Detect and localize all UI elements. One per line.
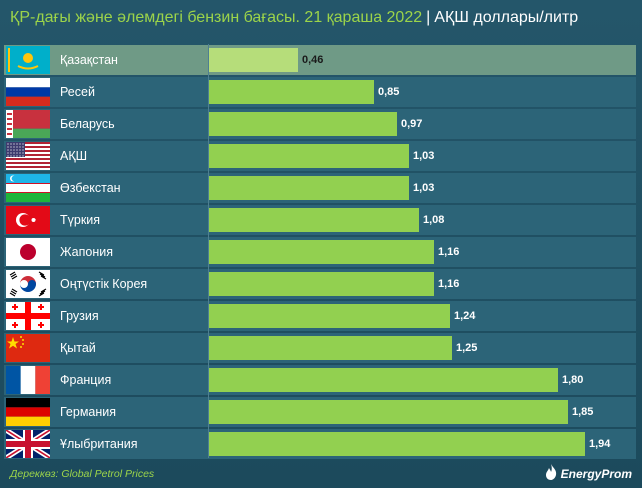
logo-text: EnergyProm <box>560 467 632 481</box>
data-label: 1,03 <box>413 182 435 194</box>
usa-flag-icon <box>6 142 50 170</box>
bar <box>209 112 397 136</box>
bar <box>209 80 374 104</box>
japan-flag-icon <box>6 238 50 266</box>
category-label: Өзбекстан <box>60 181 121 195</box>
data-label: 1,03 <box>413 150 435 162</box>
bar <box>209 304 450 328</box>
chart-title: ҚР-дағы және әлемдегі бензин бағасы. 21 … <box>10 9 578 27</box>
bar <box>209 368 558 392</box>
bar <box>209 176 409 200</box>
data-label: 0,97 <box>401 118 423 130</box>
turkey-flag-icon <box>6 206 50 234</box>
georgia-flag-icon <box>6 302 50 330</box>
russia-flag-icon <box>6 78 50 106</box>
south-korea-flag-icon <box>6 270 50 298</box>
category-label: Франция <box>60 373 112 387</box>
bar <box>209 240 434 264</box>
data-label: 1,16 <box>438 278 460 290</box>
belarus-flag-icon <box>6 110 50 138</box>
uzbekistan-flag-icon <box>6 174 50 202</box>
energyprom-logo: EnergyProm <box>544 463 632 486</box>
bar <box>209 432 585 456</box>
category-label: Грузия <box>60 309 99 323</box>
category-label: Ұлыбритания <box>60 437 138 451</box>
bar <box>209 208 419 232</box>
data-label: 0,85 <box>378 86 400 98</box>
data-label: 0,46 <box>302 54 324 66</box>
china-flag-icon <box>6 334 50 362</box>
data-label: 1,24 <box>454 310 476 322</box>
category-label: Түркия <box>60 213 101 227</box>
flame-logo-icon <box>544 463 558 486</box>
data-label: 1,25 <box>456 342 478 354</box>
germany-flag-icon <box>6 398 50 426</box>
data-label: 1,16 <box>438 246 460 258</box>
category-label: Қазақстан <box>60 53 118 67</box>
chart-unit: АҚШ доллары/литр <box>434 9 579 26</box>
category-label: Беларусь <box>60 117 115 131</box>
kazakhstan-flag-icon <box>6 46 50 74</box>
bar <box>209 144 409 168</box>
data-label: 1,80 <box>562 374 584 386</box>
chart-title-main: ҚР-дағы және әлемдегі бензин бағасы. 21 … <box>10 9 423 26</box>
category-axis-line <box>208 44 209 458</box>
category-label: Ресей <box>60 85 95 99</box>
france-flag-icon <box>6 366 50 394</box>
uk-flag-icon <box>6 430 50 458</box>
data-label: 1,94 <box>589 438 611 450</box>
bar <box>209 272 434 296</box>
bar-row-background <box>4 45 636 75</box>
bar <box>209 400 568 424</box>
category-label: Қытай <box>60 341 96 355</box>
category-label: Оңтүстік Корея <box>60 277 148 291</box>
source-note: Дереккөз: Global Petrol Prices <box>10 468 155 480</box>
category-label: Германия <box>60 405 117 419</box>
data-label: 1,85 <box>572 406 594 418</box>
bar <box>209 48 298 72</box>
data-label: 1,08 <box>423 214 445 226</box>
bar <box>209 336 452 360</box>
category-label: АҚШ <box>60 149 88 163</box>
category-label: Жапония <box>60 245 114 259</box>
title-separator: | <box>426 9 431 26</box>
